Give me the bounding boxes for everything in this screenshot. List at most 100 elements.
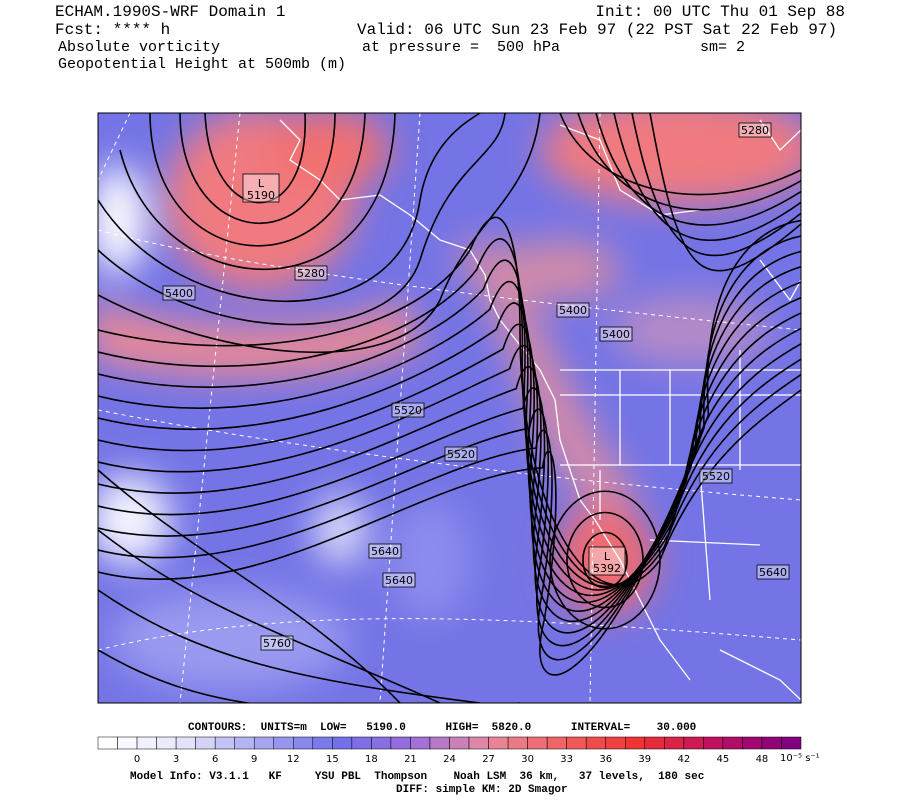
- contour-line: [98, 259, 801, 587]
- colorbar-box: [410, 736, 431, 750]
- contour-label: 5400: [559, 304, 587, 317]
- model-info: Model Info: V3.1.1 KF YSU PBL Thompson N…: [130, 771, 704, 783]
- colorbar-box: [566, 736, 587, 750]
- low-box: [242, 173, 280, 203]
- colorbar-box: [253, 736, 275, 750]
- colorbar-box: [371, 736, 392, 750]
- low-box: [588, 546, 626, 576]
- contour-label-box: [756, 564, 790, 580]
- height-contours: [98, 113, 801, 703]
- contour-labels: 5280 5400 5280 5400 5400 5520 5520 5520 5640 5640…: [162, 122, 790, 651]
- contour-label: 5520: [447, 448, 475, 461]
- contour-label: 5280: [741, 124, 769, 137]
- contour-line: [595, 113, 801, 226]
- colorbar-box: [136, 736, 157, 750]
- contour-line: [98, 216, 801, 586]
- contour-label-box: [391, 402, 425, 418]
- colorbar-box: [605, 736, 626, 750]
- contour-label: 5520: [394, 404, 422, 417]
- contour-line: [149, 113, 366, 247]
- contour-line: [98, 238, 801, 586]
- contour-line: [559, 113, 801, 196]
- contour-line: [582, 531, 628, 589]
- colorbar-box: [527, 736, 548, 750]
- colorbar-tick-label: 21: [404, 754, 417, 765]
- colorbar-box: [195, 736, 216, 750]
- colorbar-box: [332, 736, 353, 750]
- contour-label-box: [260, 635, 294, 651]
- colorbar-box: [488, 736, 509, 750]
- contour-field-name: Geopotential Height at 500mb (m): [58, 56, 346, 73]
- colorbar-box: [312, 736, 333, 750]
- pressure-level: at pressure = 500 hPa: [362, 39, 560, 56]
- contour-line: [577, 113, 801, 211]
- colorbar-box: [722, 736, 743, 750]
- smoothing: sm= 2: [700, 39, 745, 56]
- colorbar-box: [742, 736, 763, 750]
- colorbar-box: [585, 736, 606, 750]
- low-value: 5392: [593, 562, 621, 575]
- contour-info: CONTOURS: UNITS=m LOW= 5190.0 HIGH= 5820…: [188, 722, 696, 734]
- contour-line: [98, 219, 801, 676]
- contour-label: 5400: [602, 328, 630, 341]
- colorbar-box: [156, 736, 177, 750]
- colorbar-tick-label: 33: [560, 754, 573, 765]
- contour-label-box: [444, 446, 478, 462]
- contour-label-box: [382, 572, 416, 588]
- colorbar-tick-label: 27: [482, 754, 495, 765]
- colorbar-tick-label: 15: [326, 754, 339, 765]
- contour-line: [119, 113, 396, 271]
- contour-line: [179, 113, 336, 225]
- colorbar: 0 3 6 9 12 15 18 21 24 27 30 33 36 39 42 45 48: [97, 736, 802, 765]
- contour-line: [98, 469, 401, 703]
- low-symbol: L: [258, 177, 265, 190]
- colorbar-box: [781, 736, 802, 750]
- contour-label-box: [294, 265, 328, 281]
- colorbar-box: [293, 736, 314, 750]
- contour-label: 5640: [371, 545, 399, 558]
- colorbar-tick-label: 9: [251, 754, 257, 765]
- contour-line: [98, 113, 481, 303]
- map: 5280 5400 5280 5400 5400 5520 5520 5520 5640 5640…: [98, 113, 801, 703]
- colorbar-box: [703, 736, 724, 750]
- colorbar-box: [117, 736, 138, 750]
- colorbar-box: [761, 736, 782, 750]
- contour-line: [549, 490, 661, 630]
- colorbar-box: [97, 736, 118, 750]
- forecast-line: Fcst: **** h: [55, 21, 170, 39]
- colorbar-box: [664, 736, 685, 750]
- contour-label: 5640: [385, 574, 413, 587]
- contour-label-box: [738, 122, 772, 138]
- colorbar-unit: 10⁻⁵ s⁻¹: [780, 753, 820, 764]
- contour-label-box: [556, 302, 590, 318]
- contour-label-box: [699, 468, 733, 484]
- colorbar-box: [351, 736, 372, 750]
- colorbar-box: [273, 736, 294, 750]
- contour-line: [98, 113, 541, 353]
- contour-label: 5520: [702, 470, 730, 483]
- colorbar-tick-label: 18: [365, 754, 378, 765]
- title-line: ECHAM.1990S-WRF Domain 1: [55, 3, 285, 21]
- colorbar-tick-label: 36: [599, 754, 612, 765]
- colorbar-tick-label: 45: [717, 754, 730, 765]
- colorbar-tick-label: 48: [756, 754, 769, 765]
- map-frame: [97, 112, 802, 704]
- contour-label: 5640: [759, 566, 787, 579]
- init-time: Init: 00 UTC Thu 01 Sep 88: [595, 3, 845, 21]
- contour-label: 5280: [297, 267, 325, 280]
- colorbar-tick-label: 6: [212, 754, 218, 765]
- low-symbol: L: [604, 550, 611, 563]
- low-value: 5190: [247, 189, 275, 202]
- contour-line: [631, 113, 801, 257]
- contour-line: [613, 113, 801, 241]
- colorbar-box: [214, 736, 235, 750]
- contour-line: [98, 649, 520, 703]
- colorbar-box: [175, 736, 196, 750]
- colorbar-tick-label: 42: [677, 754, 690, 765]
- colorbar-box: [390, 736, 411, 750]
- contour-label: 5760: [263, 637, 291, 650]
- colorbar-box: [429, 736, 450, 750]
- contour-line: [649, 113, 801, 272]
- contour-label-box: [599, 326, 633, 342]
